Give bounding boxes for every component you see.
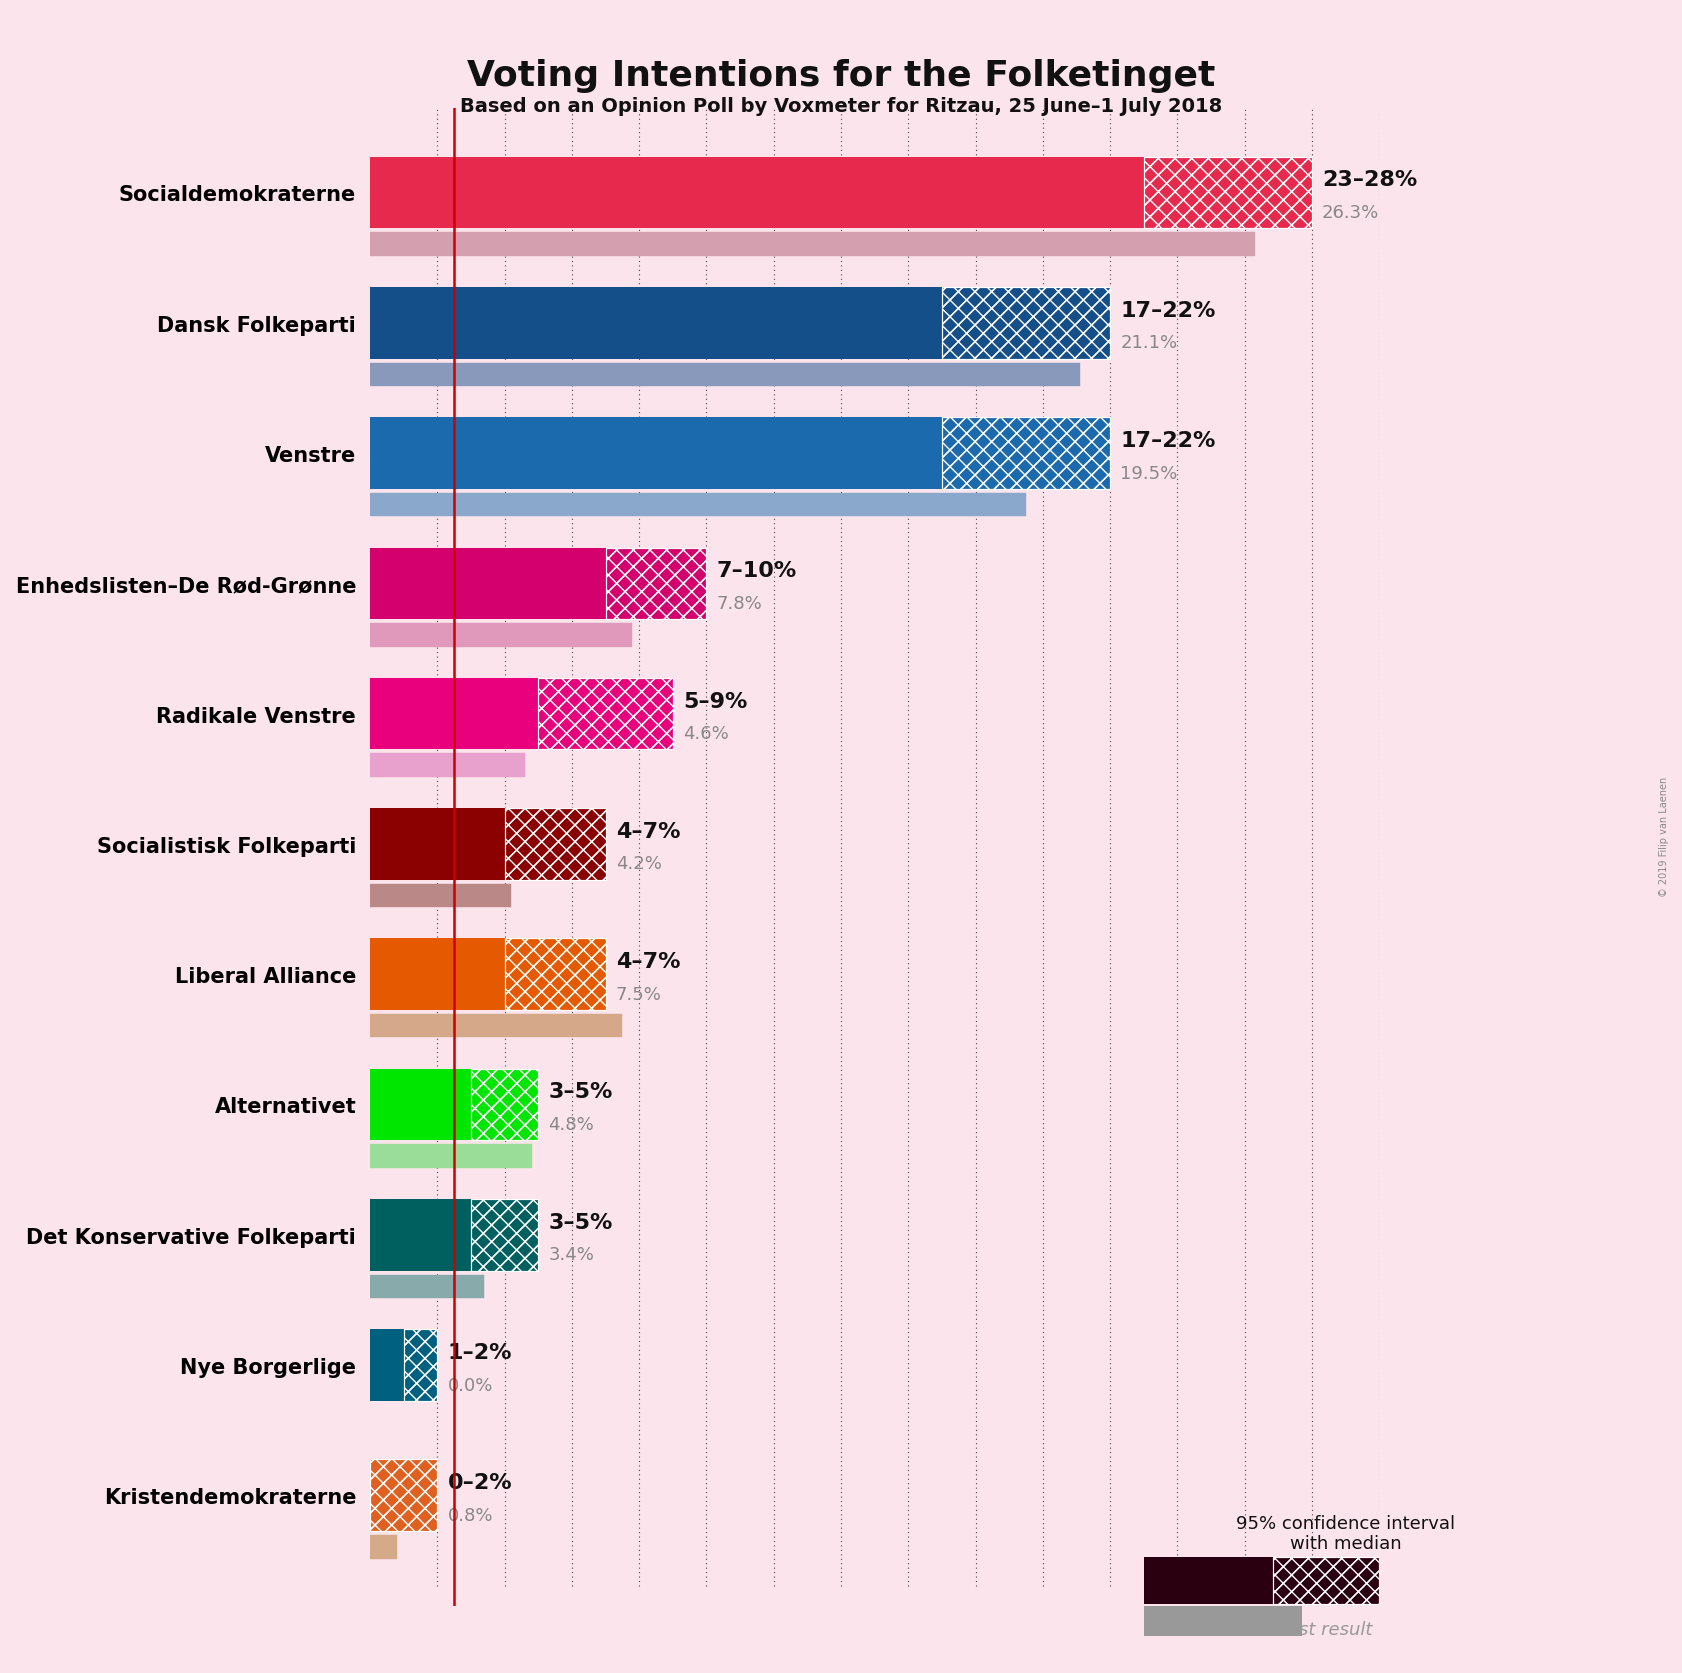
Text: 3.4%: 3.4% [548,1245,594,1263]
Bar [404,1330,437,1400]
Bar [505,808,606,880]
Text: 95% confidence interval
with median: 95% confidence interval with median [1236,1514,1455,1553]
Bar [606,549,706,619]
Text: 4–7%: 4–7% [616,821,680,842]
Text: 1–2%: 1–2% [447,1342,511,1362]
Bar [1144,1606,1302,1636]
Text: 7.8%: 7.8% [717,594,762,612]
Text: 4.2%: 4.2% [616,855,661,873]
Bar [942,288,1110,360]
Text: © 2019 Filip van Laenen: © 2019 Filip van Laenen [1658,776,1669,897]
Bar [1273,1556,1379,1603]
Bar [505,939,606,1010]
Bar [942,418,1110,490]
Bar [1144,157,1312,229]
Bar [942,418,1110,490]
Bar [471,1200,538,1271]
Text: 3–5%: 3–5% [548,1082,612,1103]
Bar [370,1275,484,1298]
Bar [1144,157,1312,229]
Bar [606,549,706,619]
Bar [370,363,1080,386]
Bar [538,678,673,750]
Bar [370,1200,471,1271]
Text: 4–7%: 4–7% [616,952,680,972]
Bar [1273,1556,1379,1603]
Bar [1144,1556,1273,1603]
Bar [404,1330,437,1400]
Text: 23–28%: 23–28% [1322,171,1418,191]
Bar [370,624,632,647]
Bar [370,885,511,908]
Text: 0.0%: 0.0% [447,1375,493,1394]
Bar [1144,157,1312,229]
Text: 19.5%: 19.5% [1120,465,1177,482]
Bar [471,1069,538,1141]
Bar [370,1275,484,1298]
Bar [505,808,606,880]
Text: 7.5%: 7.5% [616,985,661,1004]
Bar [370,624,632,647]
Bar [370,755,525,778]
Text: Based on an Opinion Poll by Voxmeter for Ritzau, 25 June–1 July 2018: Based on an Opinion Poll by Voxmeter for… [459,97,1223,115]
Bar [538,678,673,750]
Text: 7–10%: 7–10% [717,560,797,581]
Bar [471,1200,538,1271]
Bar [370,157,1144,229]
Text: 5–9%: 5–9% [683,691,747,711]
Bar [370,1330,404,1400]
Bar [370,678,538,750]
Text: 4.6%: 4.6% [683,724,728,743]
Bar [538,678,673,750]
Bar [505,808,606,880]
Text: 26.3%: 26.3% [1322,204,1379,223]
Text: Last result: Last result [1278,1621,1373,1638]
Bar [471,1069,538,1141]
Bar [370,1459,437,1531]
Bar [370,1014,622,1037]
Text: 21.1%: 21.1% [1120,335,1177,351]
Bar [942,418,1110,490]
Text: 0–2%: 0–2% [447,1472,511,1492]
Bar [370,288,942,360]
Bar [370,939,505,1010]
Bar [370,1014,622,1037]
Bar [370,1144,532,1168]
Text: 17–22%: 17–22% [1120,430,1216,450]
Text: 0.8%: 0.8% [447,1506,493,1524]
Bar [471,1069,538,1141]
Text: 3–5%: 3–5% [548,1211,612,1231]
Bar [370,494,1026,517]
Bar [370,418,942,490]
Bar [370,494,1026,517]
Bar [370,549,606,619]
Bar [942,288,1110,360]
Bar [370,1536,397,1559]
Bar [370,1459,437,1531]
Bar [370,885,511,908]
Bar [370,808,505,880]
Bar [370,1459,437,1531]
Bar [370,233,1255,256]
Bar [942,288,1110,360]
Text: Voting Intentions for the Folketinget: Voting Intentions for the Folketinget [468,59,1214,92]
Bar [404,1330,437,1400]
Bar [505,939,606,1010]
Bar [370,1144,532,1168]
Bar [471,1200,538,1271]
Bar [505,939,606,1010]
Text: 4.8%: 4.8% [548,1116,594,1133]
Bar [370,1069,471,1141]
Bar [1273,1556,1379,1603]
Bar [606,549,706,619]
Text: 17–22%: 17–22% [1120,301,1216,321]
Bar [370,363,1080,386]
Bar [370,755,525,778]
Bar [370,233,1255,256]
Bar [370,1536,397,1559]
